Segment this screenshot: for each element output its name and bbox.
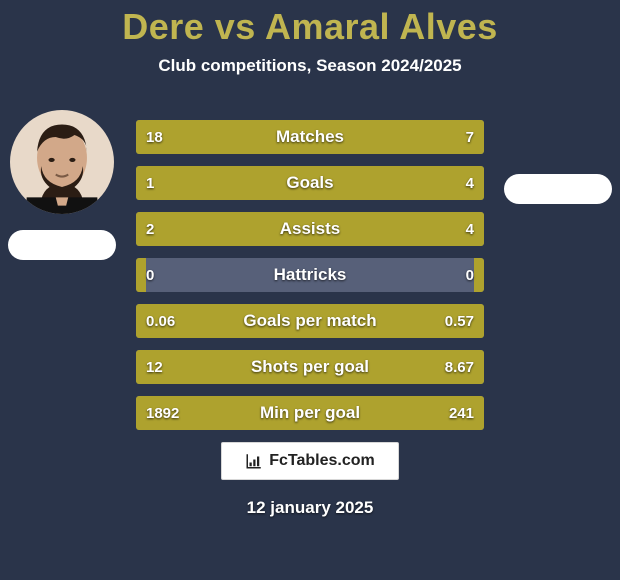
page-subtitle: Club competitions, Season 2024/2025 xyxy=(0,56,620,76)
stat-row: 0.060.57Goals per match xyxy=(136,304,484,338)
player-right xyxy=(504,110,612,204)
player-left-avatar xyxy=(10,110,114,214)
stat-row: 24Assists xyxy=(136,212,484,246)
avatar-illustration xyxy=(10,110,114,214)
player-left xyxy=(8,110,116,260)
stat-label: Goals per match xyxy=(136,304,484,338)
stat-row: 187Matches xyxy=(136,120,484,154)
stat-row: 00Hattricks xyxy=(136,258,484,292)
stat-label: Matches xyxy=(136,120,484,154)
branding-badge[interactable]: FcTables.com xyxy=(221,442,399,480)
stat-row: 1892241Min per goal xyxy=(136,396,484,430)
stat-label: Goals xyxy=(136,166,484,200)
stat-label: Hattricks xyxy=(136,258,484,292)
stat-row: 14Goals xyxy=(136,166,484,200)
comparison-card: Dere vs Amaral Alves Club competitions, … xyxy=(0,0,620,580)
branding-label: FcTables.com xyxy=(269,452,375,470)
stat-label: Min per goal xyxy=(136,396,484,430)
player-right-team-pill xyxy=(504,174,612,204)
chart-icon xyxy=(245,452,263,470)
stat-row: 128.67Shots per goal xyxy=(136,350,484,384)
stats-table: 187Matches 14Goals 24Assists 00Hattricks 0.0… xyxy=(136,120,484,430)
footer-date: 12 january 2025 xyxy=(0,498,620,518)
stat-label: Shots per goal xyxy=(136,350,484,384)
page-title: Dere vs Amaral Alves xyxy=(0,0,620,48)
player-left-team-pill xyxy=(8,230,116,260)
stat-label: Assists xyxy=(136,212,484,246)
